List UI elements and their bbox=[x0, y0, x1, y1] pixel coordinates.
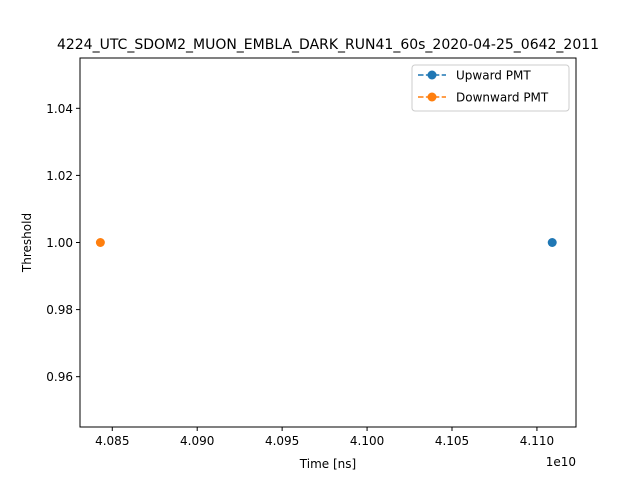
x-axis-ticks: 4.085 4.090 4.095 4.100 4.105 4.110 bbox=[95, 427, 554, 448]
data-point-upward-pmt bbox=[547, 238, 557, 247]
data-point-downward-pmt bbox=[95, 238, 105, 247]
x-axis-offset-label: 1e10 bbox=[546, 455, 576, 469]
legend: Upward PMT Downward PMT bbox=[411, 64, 570, 112]
chart-title: 4224_UTC_SDOM2_MUON_EMBLA_DARK_RUN41_60s… bbox=[57, 37, 599, 53]
y-tick-label: 1.04 bbox=[46, 102, 73, 116]
plot-area bbox=[80, 58, 576, 427]
y-tick-label: 0.96 bbox=[46, 370, 73, 384]
y-axis-ticks: 0.96 0.98 1.00 1.02 1.04 bbox=[46, 102, 80, 384]
y-axis-label: Threshold bbox=[20, 213, 34, 273]
plot-background bbox=[80, 58, 576, 427]
legend-label-upward-pmt: Upward PMT bbox=[456, 69, 531, 83]
y-tick-label: 0.98 bbox=[46, 303, 73, 317]
x-tick-label: 4.090 bbox=[180, 434, 214, 448]
x-tick-label: 4.085 bbox=[95, 434, 129, 448]
legend-box bbox=[411, 64, 570, 112]
x-tick-label: 4.110 bbox=[520, 434, 554, 448]
legend-label-downward-pmt: Downward PMT bbox=[456, 91, 549, 105]
legend-marker-downward-pmt bbox=[427, 92, 437, 102]
x-tick-label: 4.100 bbox=[350, 434, 384, 448]
y-tick-label: 1.02 bbox=[46, 169, 73, 183]
x-tick-label: 4.095 bbox=[265, 434, 299, 448]
data-markers bbox=[95, 238, 557, 247]
legend-marker-upward-pmt bbox=[427, 70, 437, 80]
x-tick-label: 4.105 bbox=[435, 434, 469, 448]
y-tick-label: 1.00 bbox=[46, 236, 73, 250]
plot-frame bbox=[79, 57, 577, 428]
x-axis-label: Time [ns] bbox=[299, 457, 356, 471]
